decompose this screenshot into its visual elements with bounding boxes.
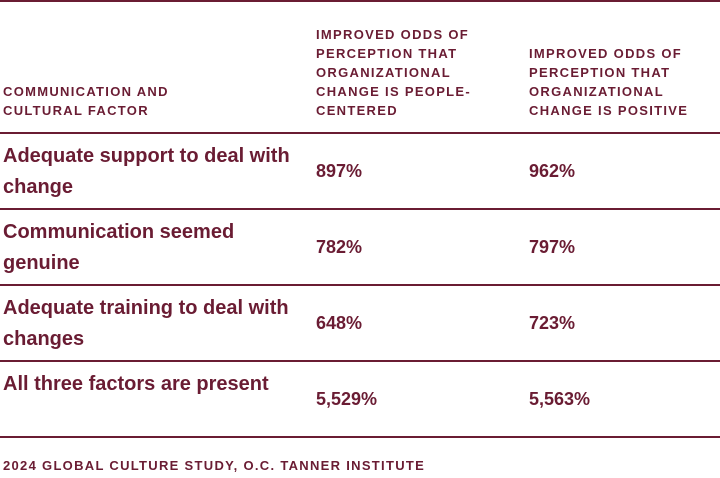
- header-factor: COMMUNICATION AND CULTURAL FACTOR: [3, 84, 169, 118]
- source-caption: 2024 GLOBAL CULTURE STUDY, O.C. TANNER I…: [3, 458, 426, 473]
- factor-cell: Adequate training to deal with changes: [3, 297, 289, 350]
- people-centered-cell: 5,529%: [316, 389, 378, 409]
- factor-cell: All three factors are present: [3, 373, 269, 395]
- table-row: All three factors are present 5,529% 5,5…: [0, 362, 720, 438]
- table-row: Communication seemed genuine 782% 797%: [0, 210, 720, 286]
- header-people-centered: IMPROVED ODDS OF PERCEPTION THAT ORGANIZ…: [316, 27, 472, 118]
- positive-cell: 797%: [529, 237, 576, 257]
- people-centered-cell: 782%: [316, 237, 363, 257]
- factor-cell: Communication seemed genuine: [3, 221, 235, 274]
- factor-cell: Adequate support to deal with change: [3, 145, 290, 198]
- people-centered-cell: 648%: [316, 313, 363, 333]
- header-positive: IMPROVED ODDS OF PERCEPTION THAT ORGANIZ…: [529, 46, 689, 118]
- positive-cell: 5,563%: [529, 389, 591, 409]
- positive-cell: 723%: [529, 313, 576, 333]
- table-row: Adequate training to deal with changes 6…: [0, 286, 720, 362]
- table-row: Adequate support to deal with change 897…: [0, 134, 720, 210]
- table-header-row: COMMUNICATION AND CULTURAL FACTOR IMPROV…: [0, 0, 720, 134]
- positive-cell: 962%: [529, 161, 576, 181]
- data-table: COMMUNICATION AND CULTURAL FACTOR IMPROV…: [0, 0, 720, 438]
- people-centered-cell: 897%: [316, 161, 363, 181]
